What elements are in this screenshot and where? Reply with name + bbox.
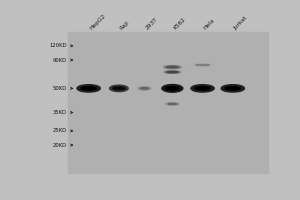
Ellipse shape bbox=[168, 103, 177, 105]
Text: 20KD: 20KD bbox=[52, 143, 67, 148]
Ellipse shape bbox=[191, 85, 214, 92]
Ellipse shape bbox=[167, 72, 178, 73]
Ellipse shape bbox=[164, 66, 181, 69]
Ellipse shape bbox=[195, 87, 210, 90]
Text: 90KD: 90KD bbox=[52, 58, 67, 63]
Text: HepG2: HepG2 bbox=[89, 13, 106, 31]
Ellipse shape bbox=[167, 66, 178, 68]
Ellipse shape bbox=[164, 71, 180, 73]
Ellipse shape bbox=[166, 87, 179, 90]
Ellipse shape bbox=[140, 88, 148, 89]
Bar bbox=[68, 32, 268, 173]
Text: Raji: Raji bbox=[119, 20, 130, 31]
Ellipse shape bbox=[221, 85, 244, 92]
Ellipse shape bbox=[113, 87, 125, 90]
Ellipse shape bbox=[225, 87, 240, 90]
Text: 25KD: 25KD bbox=[52, 128, 67, 133]
Text: Jurkat: Jurkat bbox=[233, 15, 248, 31]
Text: K562: K562 bbox=[172, 17, 187, 31]
Ellipse shape bbox=[81, 87, 96, 90]
Ellipse shape bbox=[166, 103, 179, 105]
Ellipse shape bbox=[192, 64, 213, 66]
Text: 293T: 293T bbox=[145, 17, 158, 31]
Text: 120KD: 120KD bbox=[49, 43, 67, 48]
Text: 50KD: 50KD bbox=[52, 86, 67, 91]
Text: Hela: Hela bbox=[202, 18, 216, 31]
Text: 35KD: 35KD bbox=[52, 110, 67, 115]
Ellipse shape bbox=[77, 85, 100, 92]
Ellipse shape bbox=[162, 85, 183, 92]
Ellipse shape bbox=[138, 87, 151, 90]
Ellipse shape bbox=[110, 85, 128, 92]
Ellipse shape bbox=[196, 64, 209, 66]
